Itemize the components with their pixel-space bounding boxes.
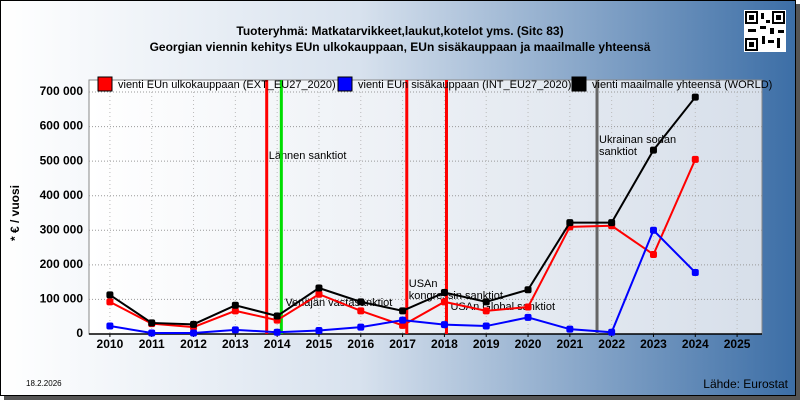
legend-swatch	[337, 76, 353, 92]
data-point	[440, 321, 448, 329]
data-point	[315, 290, 323, 298]
data-point	[231, 326, 239, 334]
data-point	[691, 93, 699, 101]
event-label: Lännen sanktiot	[269, 150, 347, 162]
data-point	[482, 307, 490, 315]
data-point	[231, 307, 239, 315]
y-tick-label: 500 000	[40, 153, 84, 167]
x-tick-label: 2015	[306, 337, 333, 351]
x-tick-label: 2025	[724, 337, 751, 351]
shadow	[4, 396, 800, 400]
data-point	[399, 307, 407, 315]
event-label: sanktiot	[599, 146, 637, 158]
y-tick-label: 600 000	[40, 119, 84, 133]
data-point	[482, 322, 490, 330]
event-label: Ukrainan sodan	[599, 134, 676, 146]
x-tick-label: 2010	[97, 337, 124, 351]
data-point	[399, 316, 407, 324]
x-tick-label: 2024	[682, 337, 709, 351]
legend-swatch	[97, 76, 113, 92]
data-point	[524, 313, 532, 321]
legend-label: vienti maailmalle yhteensä (WORLD)	[592, 79, 772, 91]
y-tick-label: 300 000	[40, 222, 84, 236]
data-point	[649, 226, 657, 234]
x-tick-label: 2020	[515, 337, 542, 351]
data-point	[148, 319, 156, 327]
y-axis-label: * € / vuosi	[8, 185, 22, 241]
data-point	[357, 298, 365, 306]
x-tick-label: 2014	[264, 337, 291, 351]
x-tick-label: 2017	[389, 337, 416, 351]
source: Lähde: Eurostat	[703, 377, 788, 391]
date: 18.2.2026	[26, 379, 62, 388]
y-tick-label: 700 000	[40, 84, 84, 98]
chart-title: Tuoteryhmä: Matkatarvikkeet,laukut,kotel…	[236, 24, 563, 38]
y-tick-label: 100 000	[40, 292, 84, 306]
x-tick-label: 2016	[347, 337, 374, 351]
data-point	[106, 322, 114, 330]
data-point	[315, 327, 323, 335]
data-point	[190, 320, 198, 328]
data-point	[482, 298, 490, 306]
data-point	[106, 298, 114, 306]
y-tick-label: 200 000	[40, 257, 84, 271]
data-point	[440, 298, 448, 306]
x-tick-label: 2021	[556, 337, 583, 351]
data-point	[106, 291, 114, 299]
data-point	[566, 325, 574, 333]
data-point	[524, 286, 532, 294]
data-point	[691, 268, 699, 276]
data-point	[357, 307, 365, 315]
data-point	[649, 250, 657, 258]
x-tick-label: 2018	[431, 337, 458, 351]
legend-label: vienti EUn ulkokauppaan (EXT_EU27_2020)	[118, 79, 336, 91]
data-point	[190, 329, 198, 337]
shadow	[796, 4, 800, 400]
data-point	[440, 289, 448, 297]
x-tick-label: 2019	[473, 337, 500, 351]
x-tick-label: 2013	[222, 337, 249, 351]
plot-area	[88, 79, 763, 335]
data-point	[524, 303, 532, 311]
legend-label: vienti EUn sisäkauppaan (INT_EU27_2020)	[358, 79, 571, 91]
event-label: USAn	[409, 278, 438, 290]
y-tick-label: 0	[76, 326, 83, 340]
y-tick-label: 400 000	[40, 188, 84, 202]
data-point	[148, 329, 156, 337]
x-tick-label: 2022	[598, 337, 625, 351]
x-tick-label: 2011	[139, 337, 165, 351]
x-tick-label: 2023	[640, 337, 667, 351]
data-point	[357, 323, 365, 331]
chart-subtitle: Georgian viennin kehitys EUn ulkokauppaa…	[150, 40, 651, 54]
data-point	[315, 284, 323, 292]
legend-swatch	[571, 76, 587, 92]
data-point	[691, 155, 699, 163]
data-point	[608, 328, 616, 336]
data-point	[273, 312, 281, 320]
data-point	[608, 219, 616, 227]
x-tick-label: 2012	[180, 337, 207, 351]
data-point	[566, 219, 574, 227]
data-point	[231, 301, 239, 309]
data-point	[649, 146, 657, 154]
data-point	[273, 328, 281, 336]
qr-code	[744, 10, 786, 52]
